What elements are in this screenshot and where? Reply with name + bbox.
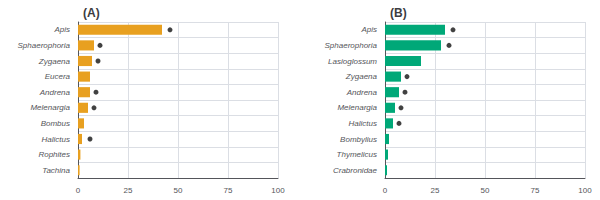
svg-text:Melenargia: Melenargia <box>337 103 377 112</box>
svg-text:0: 0 <box>383 186 388 195</box>
svg-text:Apis: Apis <box>53 25 70 34</box>
svg-text:(B): (B) <box>390 6 407 20</box>
svg-text:Zygaena: Zygaena <box>38 57 71 66</box>
svg-text:Andrena: Andrena <box>346 88 378 97</box>
svg-text:Zygaena: Zygaena <box>345 72 378 81</box>
svg-text:Lasioglossum: Lasioglossum <box>328 57 377 66</box>
svg-text:50: 50 <box>481 186 490 195</box>
svg-text:Halictus: Halictus <box>42 135 70 144</box>
svg-text:Andrena: Andrena <box>39 88 71 97</box>
svg-text:50: 50 <box>174 186 183 195</box>
svg-text:Sphaerophoria: Sphaerophoria <box>325 41 378 50</box>
svg-text:Halictus: Halictus <box>349 119 377 128</box>
svg-text:Tachina: Tachina <box>42 166 70 175</box>
svg-text:Sphaerophoria: Sphaerophoria <box>18 41 71 50</box>
svg-text:75: 75 <box>531 186 540 195</box>
svg-text:Eucera: Eucera <box>45 72 71 81</box>
svg-text:Bombus: Bombus <box>41 119 70 128</box>
svg-text:75: 75 <box>224 186 233 195</box>
svg-text:Bombylius: Bombylius <box>340 135 377 144</box>
svg-text:0: 0 <box>76 186 81 195</box>
svg-text:Apis: Apis <box>360 25 377 34</box>
svg-text:Melenargia: Melenargia <box>30 103 70 112</box>
svg-text:Thymelicus: Thymelicus <box>337 150 377 159</box>
svg-text:25: 25 <box>431 186 440 195</box>
svg-text:100: 100 <box>271 186 285 195</box>
svg-text:25: 25 <box>124 186 133 195</box>
svg-text:Crabronidae: Crabronidae <box>333 166 378 175</box>
svg-text:Rophites: Rophites <box>38 150 70 159</box>
svg-text:(A): (A) <box>83 6 100 20</box>
svg-text:100: 100 <box>578 186 592 195</box>
